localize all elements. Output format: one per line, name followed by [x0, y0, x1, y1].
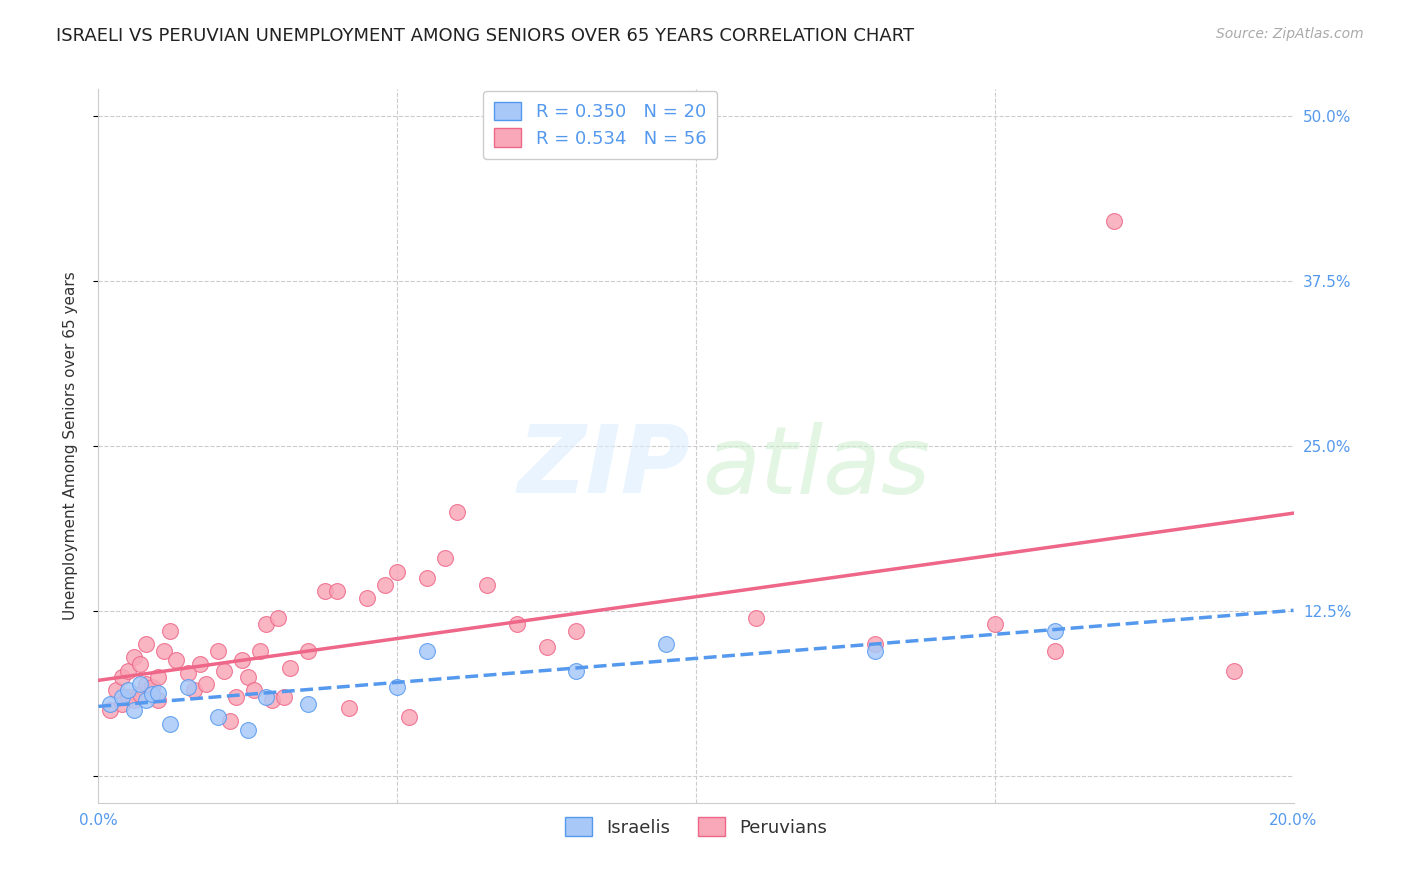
Point [98, 697, 122, 711]
Point [254, 617, 277, 632]
Point [212, 664, 235, 678]
Point [356, 591, 378, 605]
Point [326, 584, 349, 599]
Point [129, 677, 152, 691]
Point [297, 644, 319, 658]
Point [1104, 214, 1126, 228]
Point [117, 683, 139, 698]
Point [273, 690, 295, 704]
Point [148, 686, 170, 700]
Point [124, 692, 146, 706]
Point [111, 670, 134, 684]
Point [416, 644, 439, 658]
Point [984, 617, 1007, 632]
Text: Source: ZipAtlas.com: Source: ZipAtlas.com [1216, 27, 1364, 41]
Point [141, 680, 163, 694]
Point [111, 697, 134, 711]
Point [117, 690, 139, 704]
Point [278, 661, 301, 675]
Point [536, 640, 558, 654]
Point [565, 664, 588, 678]
Point [434, 551, 457, 566]
Point [398, 710, 420, 724]
Point [225, 690, 247, 704]
Point [177, 680, 200, 694]
Point [865, 637, 887, 651]
Point [183, 683, 205, 698]
Point [254, 690, 277, 704]
Point [124, 703, 146, 717]
Point [188, 657, 211, 671]
Point [385, 565, 409, 579]
Point [1043, 644, 1066, 658]
Point [236, 670, 259, 684]
Point [98, 703, 122, 717]
Point [153, 644, 176, 658]
Point [177, 666, 200, 681]
Point [135, 692, 157, 706]
Point [416, 571, 439, 585]
Legend: Israelis, Peruvians: Israelis, Peruvians [558, 810, 834, 844]
Point [135, 637, 157, 651]
Point [506, 617, 529, 632]
Point [339, 700, 361, 714]
Text: atlas: atlas [702, 422, 931, 513]
Point [446, 505, 468, 519]
Point [105, 683, 128, 698]
Point [267, 611, 290, 625]
Point [260, 692, 283, 706]
Point [117, 664, 139, 678]
Point [148, 670, 170, 684]
Point [148, 692, 170, 706]
Point [111, 690, 134, 704]
Point [249, 644, 271, 658]
Point [243, 683, 266, 698]
Point [129, 657, 152, 671]
Point [315, 584, 337, 599]
Point [141, 688, 163, 702]
Point [165, 653, 187, 667]
Point [195, 677, 218, 691]
Point [124, 650, 146, 665]
Text: ZIP: ZIP [517, 421, 690, 514]
Point [374, 578, 396, 592]
Point [385, 680, 409, 694]
Point [1043, 624, 1066, 638]
Point [207, 644, 229, 658]
Text: ISRAELI VS PERUVIAN UNEMPLOYMENT AMONG SENIORS OVER 65 YEARS CORRELATION CHART: ISRAELI VS PERUVIAN UNEMPLOYMENT AMONG S… [56, 27, 914, 45]
Point [745, 611, 768, 625]
Point [219, 714, 242, 728]
Point [231, 653, 253, 667]
Point [565, 624, 588, 638]
Point [236, 723, 259, 738]
Y-axis label: Unemployment Among Seniors over 65 years: Unemployment Among Seniors over 65 years [63, 272, 77, 620]
Point [475, 578, 498, 592]
Point [159, 716, 181, 731]
Point [207, 710, 229, 724]
Point [865, 644, 887, 658]
Point [655, 637, 678, 651]
Point [297, 697, 319, 711]
Point [159, 624, 181, 638]
Point [129, 688, 152, 702]
Point [135, 677, 157, 691]
Point [1223, 664, 1246, 678]
